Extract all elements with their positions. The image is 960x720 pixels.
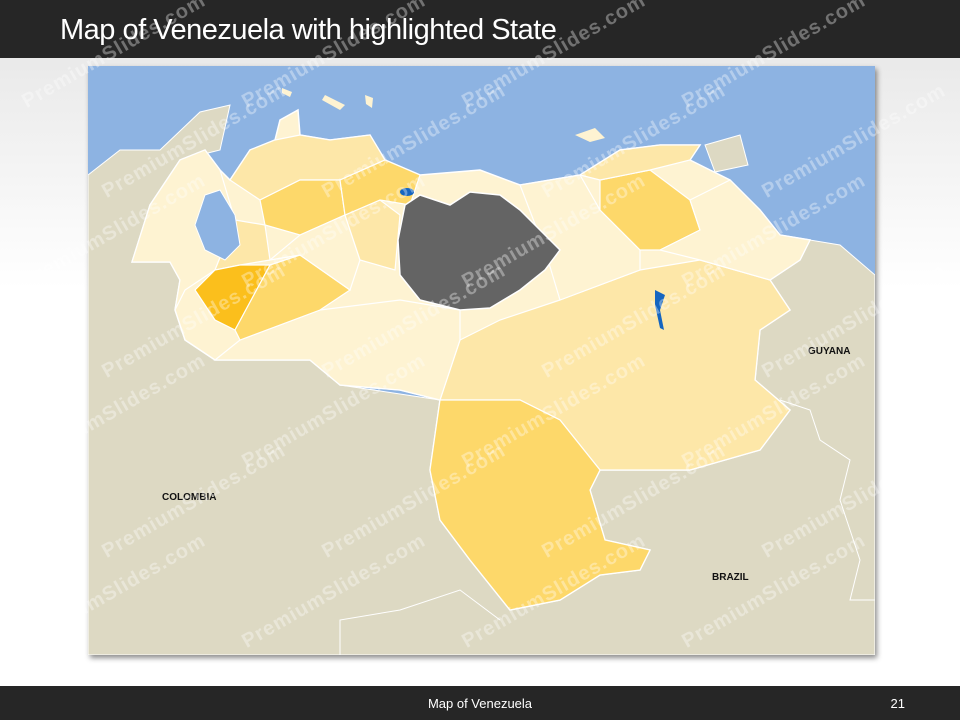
map-svg: COLOMBIA GUYANA BRAZIL bbox=[88, 66, 875, 655]
island-trinidad bbox=[704, 134, 749, 173]
state-delta-amacuro bbox=[658, 179, 811, 281]
title-bar: Map of Venezuela with highlighted State bbox=[0, 0, 960, 58]
island-margarita bbox=[575, 128, 605, 142]
border-lines bbox=[339, 399, 875, 655]
state-sucre bbox=[578, 144, 702, 181]
lake-valencia bbox=[400, 188, 414, 196]
state-amazonas bbox=[429, 399, 651, 611]
label-colombia: COLOMBIA bbox=[162, 492, 216, 503]
state-highlighted-guarico bbox=[397, 191, 561, 311]
page-number: 21 bbox=[890, 696, 905, 711]
state-trujillo bbox=[214, 219, 271, 271]
venezuela-map: COLOMBIA GUYANA BRAZIL bbox=[88, 66, 875, 655]
label-brazil: BRAZIL bbox=[712, 572, 749, 583]
lake-maracaibo bbox=[194, 189, 241, 261]
footer-bar: Map of Venezuela 21 bbox=[0, 686, 960, 720]
slide-title: Map of Venezuela with highlighted State bbox=[60, 14, 557, 46]
lake-guri bbox=[655, 290, 665, 330]
island-bonaire bbox=[365, 95, 373, 108]
label-guyana: GUYANA bbox=[808, 346, 850, 357]
footer-text: Map of Venezuela bbox=[427, 696, 533, 711]
island-aruba bbox=[282, 88, 292, 97]
island-curacao bbox=[322, 95, 345, 110]
